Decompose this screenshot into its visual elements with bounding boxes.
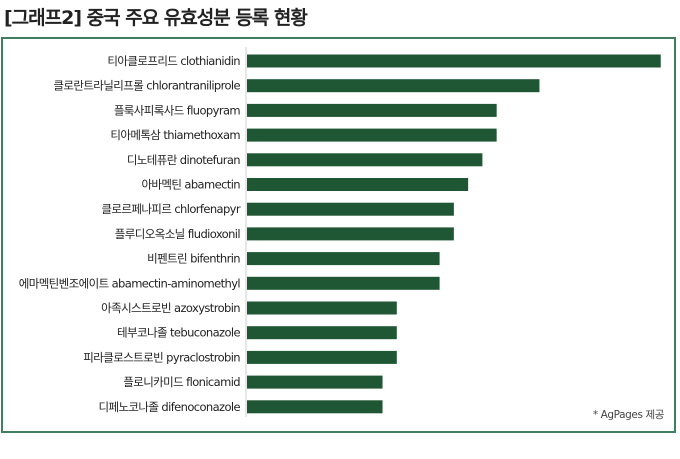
category-label: 플룩사피록사드 fluopyram <box>114 103 241 117</box>
category-label: 디노테퓨란 dinotefuran <box>127 153 240 167</box>
chart-frame: 티아클로프리드 clothianidin 클로란트라닐리프롤 chlorantra… <box>1 37 676 433</box>
bar <box>247 202 454 216</box>
bar <box>247 375 383 389</box>
category-label: 아족시스트로빈 azoxystrobin <box>101 301 240 315</box>
bar <box>247 301 397 315</box>
category-label: 피라클로스트로빈 pyraclostrobin <box>83 350 240 364</box>
source-note: * AgPages 제공 <box>592 409 665 421</box>
category-label: 티아메톡삼 thiamethoxam <box>110 128 240 142</box>
category-label: 테부코나졸 tebuconazole <box>117 326 240 340</box>
category-label: 티아클로프리드 clothianidin <box>107 54 240 68</box>
category-label: 클로르페나피르 chlorfenapyr <box>101 202 240 216</box>
category-label: 비펜트린 bifenthrin <box>147 252 240 266</box>
bar <box>247 252 440 266</box>
bar <box>247 103 497 117</box>
category-label: 플루디오옥소닐 fludioxonil <box>115 227 241 241</box>
bar <box>247 54 661 68</box>
bar <box>247 400 383 414</box>
bar <box>247 326 397 340</box>
bar <box>247 79 540 93</box>
bar <box>247 178 469 191</box>
bar <box>247 276 440 290</box>
bar <box>247 153 483 167</box>
category-label: 에마멕틴벤조에이트 abamectin-aminomethyl <box>19 276 241 290</box>
category-label: 아바멕틴 abamectin <box>141 178 240 192</box>
category-label: 플로니카미드 flonicamid <box>123 375 240 389</box>
bar <box>247 350 397 364</box>
bar <box>247 128 497 142</box>
bar-chart: 티아클로프리드 clothianidin 클로란트라닐리프롤 chlorantra… <box>19 47 661 417</box>
bar <box>247 227 454 241</box>
category-label: 디페노코나졸 difenoconazole <box>98 400 240 414</box>
chart-title: [그래프2] 중국 주요 유효성분 등록 현황 <box>4 7 308 29</box>
category-label: 클로란트라닐리프롤 chlorantraniliprole <box>53 79 240 93</box>
